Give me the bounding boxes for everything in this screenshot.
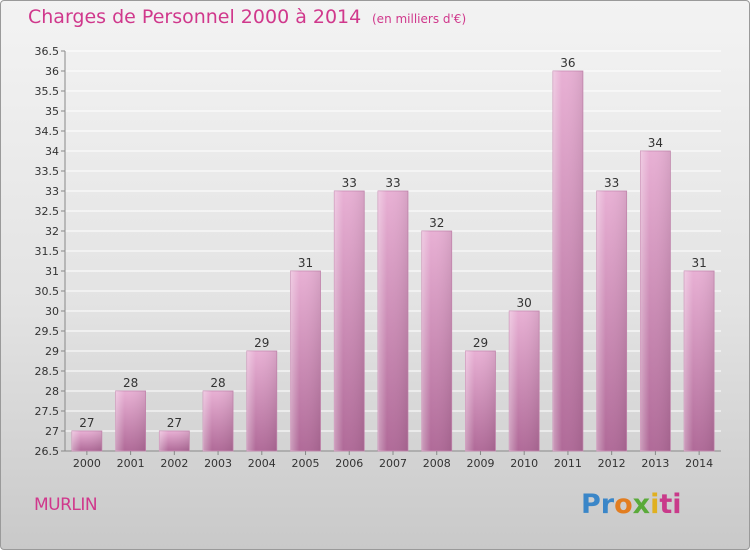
x-tick-label: 2002 xyxy=(160,457,188,470)
data-label: 33 xyxy=(385,176,400,190)
bar-highlight xyxy=(334,191,365,451)
y-tick-label: 31 xyxy=(45,265,59,278)
x-tick-label: 2006 xyxy=(335,457,363,470)
chart-title: Charges de Personnel 2000 à 2014 xyxy=(28,6,362,28)
data-label: 28 xyxy=(123,376,138,390)
bar-highlight xyxy=(421,231,452,451)
y-tick-label: 35.5 xyxy=(35,85,60,98)
data-label: 28 xyxy=(210,376,225,390)
x-tick-label: 2013 xyxy=(641,457,669,470)
x-tick-label: 2005 xyxy=(292,457,320,470)
y-tick-label: 36.5 xyxy=(35,45,60,58)
y-tick-label: 30 xyxy=(45,305,59,318)
y-tick-label: 27.5 xyxy=(35,405,60,418)
bar-highlight xyxy=(378,191,408,451)
y-tick-label: 29 xyxy=(45,345,59,358)
data-label: 30 xyxy=(517,296,532,310)
y-tick-label: 33 xyxy=(45,185,59,198)
y-tick-label: 34.5 xyxy=(35,125,60,138)
logo-letter: ti xyxy=(659,489,682,520)
data-label: 33 xyxy=(342,176,357,190)
y-tick-label: 32.5 xyxy=(35,205,60,218)
data-label: 29 xyxy=(473,336,488,350)
y-tick-label: 33.5 xyxy=(35,165,60,178)
x-tick-label: 2000 xyxy=(73,457,101,470)
x-tick-label: 2004 xyxy=(248,457,276,470)
y-tick-label: 34 xyxy=(45,145,59,158)
y-tick-label: 27 xyxy=(45,425,59,438)
y-tick-label: 26.5 xyxy=(35,445,60,458)
y-tick-label: 36 xyxy=(45,65,59,78)
bar-highlight xyxy=(203,391,234,451)
data-label: 31 xyxy=(691,256,706,270)
data-label: 33 xyxy=(604,176,619,190)
chart-unit: (en milliers d'€) xyxy=(372,12,467,26)
bar-highlight xyxy=(246,351,277,451)
logo-letter: x xyxy=(632,489,651,520)
x-tick-label: 2008 xyxy=(423,457,451,470)
bar-highlight xyxy=(290,271,321,451)
bar-highlight xyxy=(509,311,540,451)
logo-letter: i xyxy=(650,489,660,520)
data-label: 27 xyxy=(167,416,182,430)
bar-highlight xyxy=(159,431,190,451)
x-tick-label: 2003 xyxy=(204,457,232,470)
y-tick-label: 28.5 xyxy=(35,365,60,378)
y-tick-label: 29.5 xyxy=(35,325,60,338)
bar-highlight xyxy=(71,431,102,451)
proxiti-logo: Proxiti xyxy=(581,489,682,520)
bar-highlight xyxy=(640,151,671,451)
bar-highlight xyxy=(684,271,715,451)
x-tick-label: 2011 xyxy=(554,457,582,470)
bar-highlight xyxy=(596,191,627,451)
commune-name: MURLIN xyxy=(34,495,98,515)
x-tick-label: 2001 xyxy=(117,457,145,470)
x-tick-label: 2007 xyxy=(379,457,407,470)
y-tick-label: 30.5 xyxy=(35,285,60,298)
data-label: 27 xyxy=(79,416,94,430)
data-label: 29 xyxy=(254,336,269,350)
x-tick-label: 2012 xyxy=(598,457,626,470)
x-tick-label: 2010 xyxy=(510,457,538,470)
x-tick-label: 2014 xyxy=(685,457,713,470)
x-tick-label: 2009 xyxy=(466,457,494,470)
logo-letter: o xyxy=(614,489,633,520)
bar-highlight xyxy=(115,391,146,451)
y-tick-label: 28 xyxy=(45,385,59,398)
data-label: 31 xyxy=(298,256,313,270)
logo-letter: Pr xyxy=(581,489,615,520)
y-tick-label: 35 xyxy=(45,105,59,118)
y-tick-label: 32 xyxy=(45,225,59,238)
bar-highlight xyxy=(465,351,496,451)
y-tick-label: 31.5 xyxy=(35,245,60,258)
bar-highlight xyxy=(552,71,583,451)
data-label: 34 xyxy=(648,136,663,150)
data-label: 36 xyxy=(560,56,575,70)
data-label: 32 xyxy=(429,216,444,230)
